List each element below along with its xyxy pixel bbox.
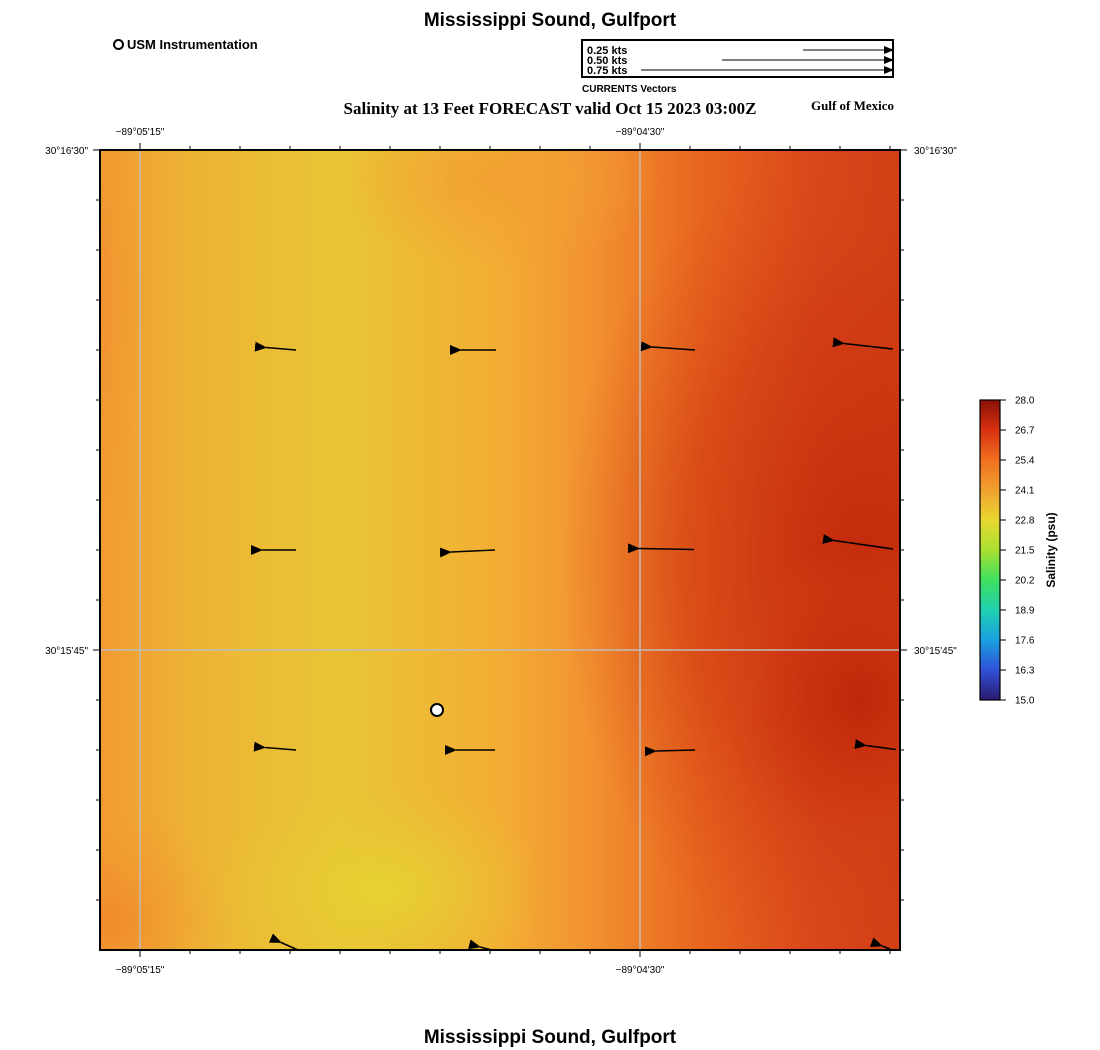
current-vector: [644, 746, 696, 757]
map-gridlines: [100, 150, 900, 950]
lat-tick-label-right-1: 30°16'30": [914, 146, 957, 157]
current-vector: [468, 939, 493, 951]
station-legend-label: USM Instrumentation: [127, 37, 258, 52]
vector-legend-caption: CURRENTS Vectors: [582, 84, 677, 95]
current-vector: [640, 341, 696, 352]
colorbar-tick-label: 15.0: [1015, 696, 1035, 707]
lon-tick-label-top-1: −89°05'15": [116, 127, 165, 138]
colorbar-tick-label: 28.0: [1015, 396, 1035, 407]
map-title-top: Mississippi Sound, Gulfport: [423, 10, 677, 31]
colorbar-tick-label: 18.9: [1015, 606, 1035, 617]
vector-legend-label-025: 0.25 kts: [587, 45, 628, 57]
lon-tick-label-bottom-2: −89°04'30": [616, 965, 665, 976]
station-circle-icon: [113, 39, 124, 50]
colorbar-tick-label: 16.3: [1015, 666, 1035, 677]
colorbar: 28.0 26.7 25.4 24.1 22.8 21.5 20.2 18.9 17.6 16.3…: [979, 396, 1058, 707]
current-vector: [627, 543, 695, 554]
map-tick-marks: [93, 143, 907, 957]
colorbar-tick-label: 26.7: [1015, 426, 1035, 437]
vector-legend-box: 0.25 kts 0.50 kts 0.75 kts: [581, 39, 894, 78]
map-subtitle: Salinity at 13 Feet FORECAST valid Oct 1…: [343, 99, 757, 118]
vector-legend-label-075: 0.75 kts: [587, 65, 628, 77]
lon-tick-label-bottom-1: −89°05'15": [116, 965, 165, 976]
colorbar-tick-label: 25.4: [1015, 456, 1035, 467]
colorbar-tick-label: 17.6: [1015, 636, 1035, 647]
lon-tick-label-top-2: −89°04'30": [616, 127, 665, 138]
current-vector: [439, 547, 496, 558]
current-vector: [268, 933, 299, 951]
usm-station-marker[interactable]: [430, 703, 444, 717]
current-vectors: [251, 337, 897, 951]
current-vector: [854, 739, 897, 751]
region-label: Gulf of Mexico: [811, 98, 895, 113]
vector-legend-label-050: 0.50 kts: [587, 55, 628, 67]
current-vector: [869, 937, 891, 950]
lat-tick-label-left-1: 30°16'30": [45, 146, 88, 157]
current-vector: [254, 341, 297, 352]
colorbar-tick-label: 20.2: [1015, 576, 1035, 587]
colorbar-gradient: [979, 399, 1001, 701]
colorbar-title: Salinity (psu): [1044, 512, 1058, 587]
station-legend: USM Instrumentation: [113, 37, 258, 52]
colorbar-tick-label: 24.1: [1015, 486, 1035, 497]
map-title-bottom: Mississippi Sound, Gulfport: [423, 1027, 677, 1048]
current-vector: [253, 741, 297, 752]
current-vector: [822, 533, 894, 550]
colorbar-tick-label: 21.5: [1015, 546, 1035, 557]
lat-tick-label-right-2: 30°15'45": [914, 646, 957, 657]
lat-tick-label-left-2: 30°15'45": [45, 646, 88, 657]
current-vector: [832, 337, 894, 350]
colorbar-tick-label: 22.8: [1015, 516, 1035, 527]
vector-legend-arrows: [641, 46, 894, 74]
